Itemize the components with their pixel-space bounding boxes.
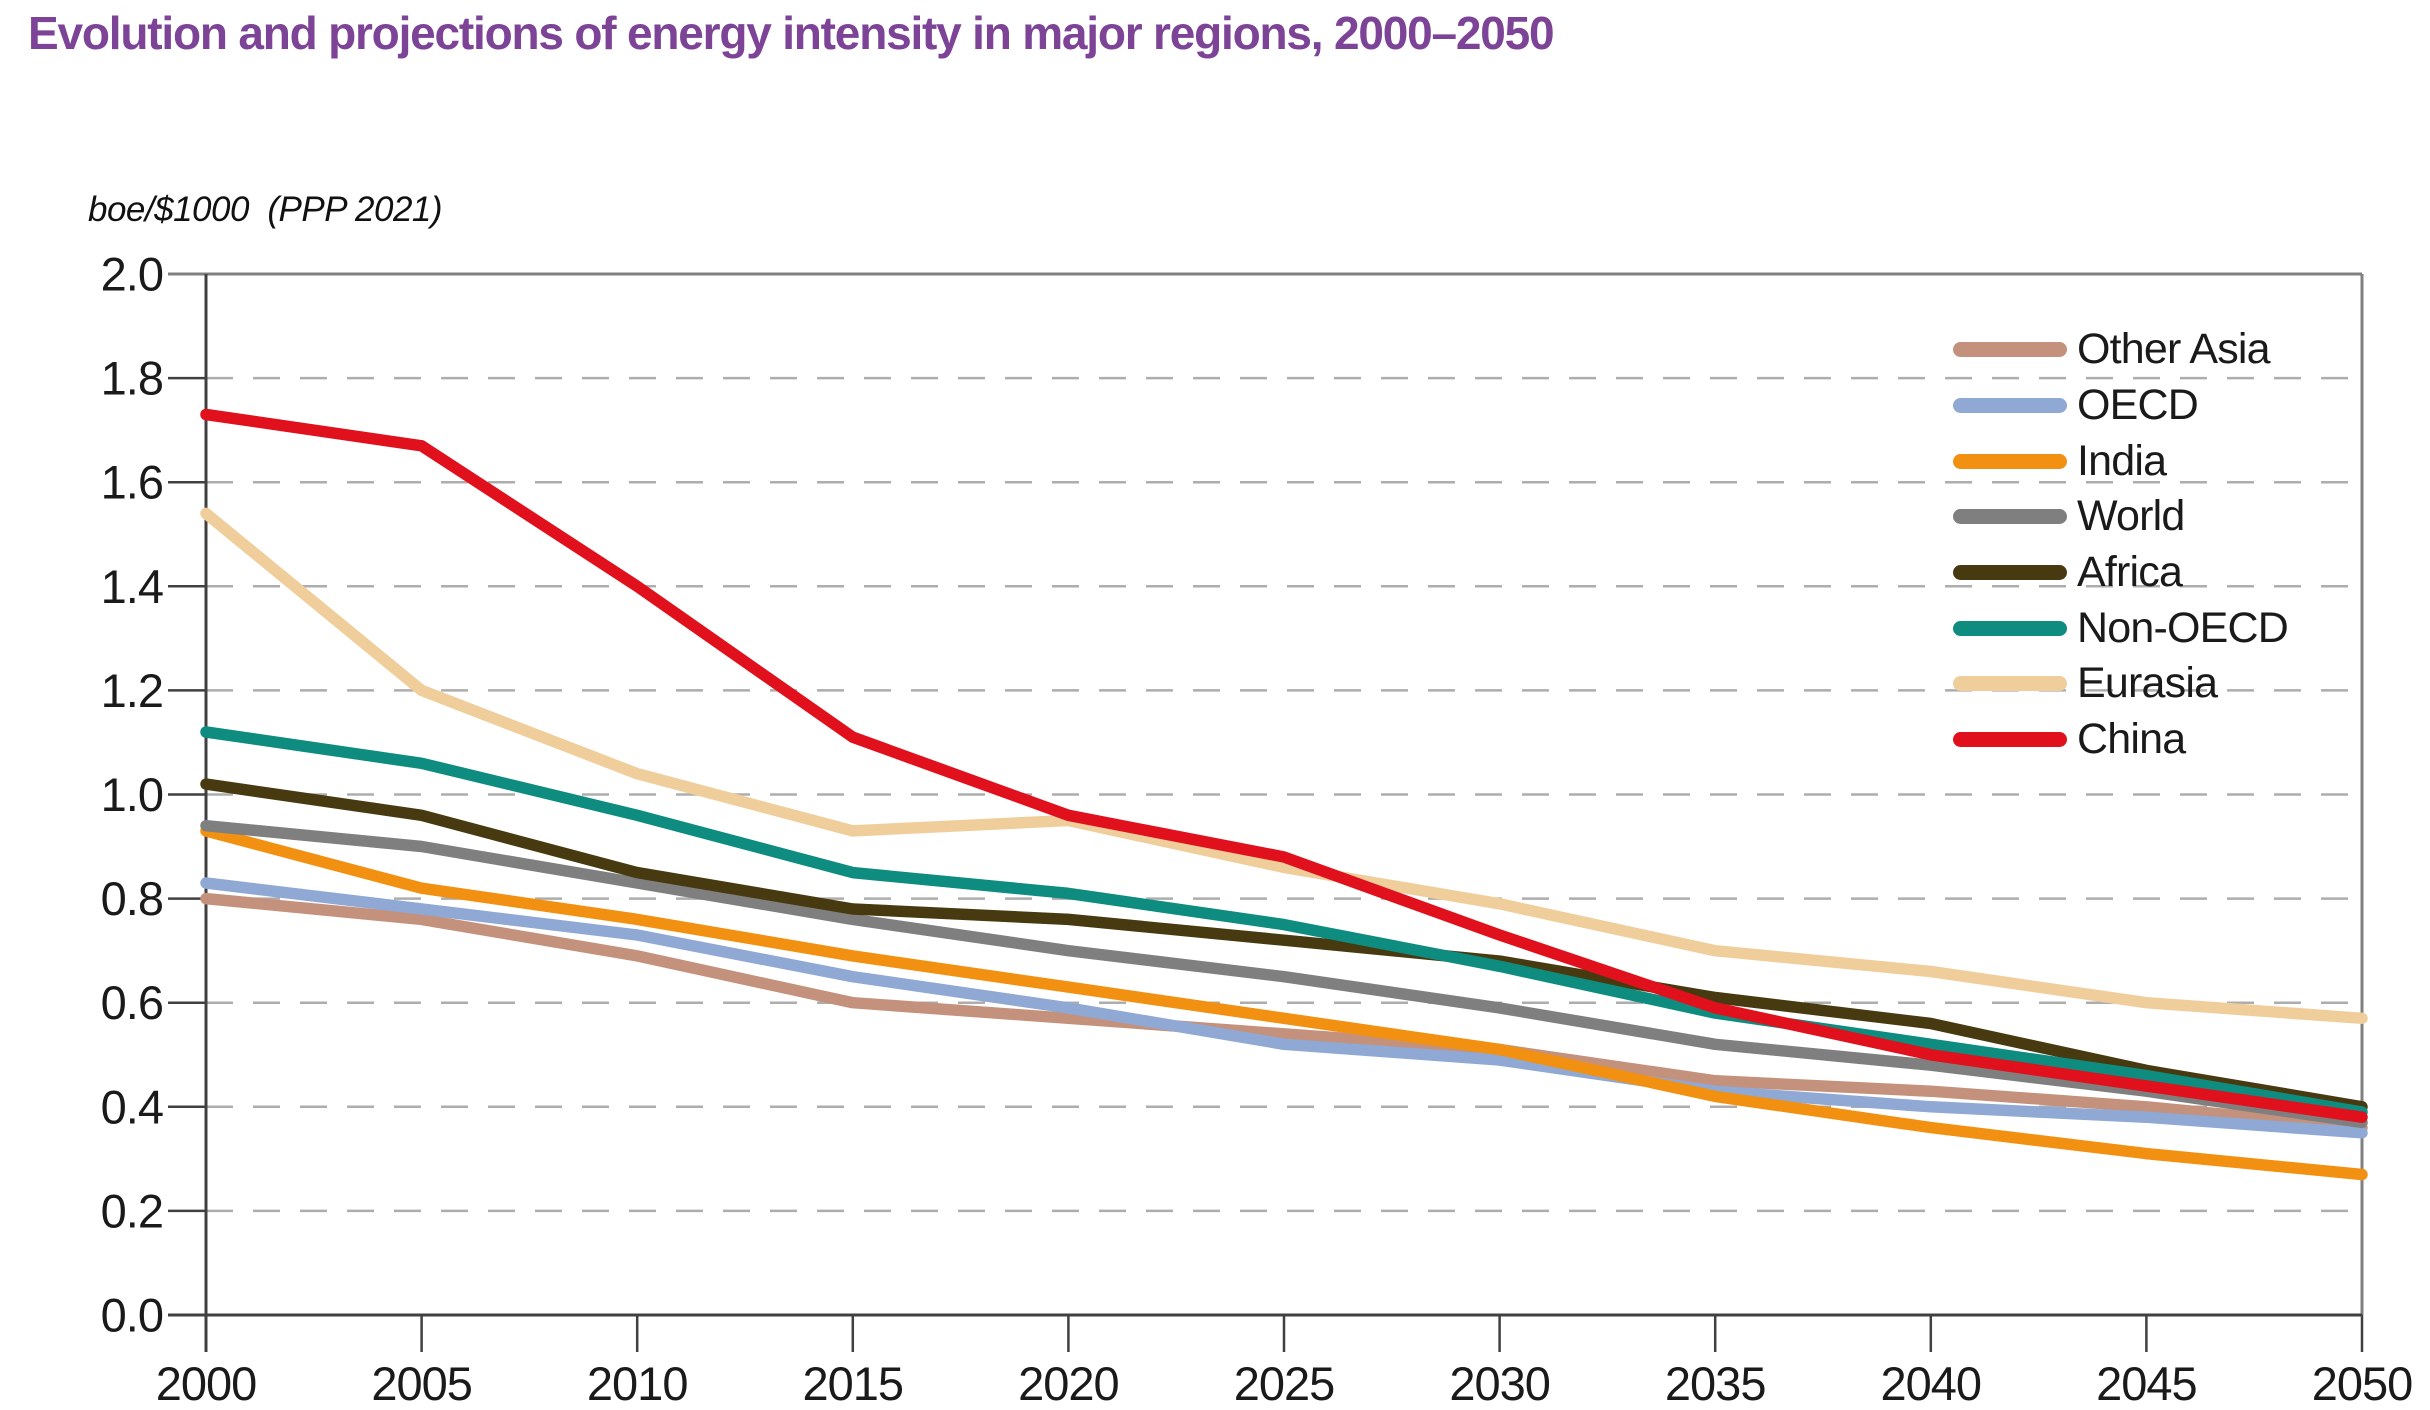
legend-label-china: China xyxy=(2077,715,2186,764)
y-tick-label: 0.0 xyxy=(101,1289,163,1342)
legend-swatch-world xyxy=(1953,509,2067,525)
legend-swatch-eurasia xyxy=(1953,676,2067,692)
legend-item-oecd: OECD xyxy=(1953,378,2288,434)
legend-label-non-oecd: Non-OECD xyxy=(2077,603,2289,652)
y-axis-unit-label: boe/$1000 (PPP 2021) xyxy=(88,190,443,229)
legend-label-india: India xyxy=(2077,436,2167,485)
series-line-oecd xyxy=(200,877,2368,1139)
legend-label-eurasia: Eurasia xyxy=(2077,659,2218,708)
series-line-world xyxy=(200,819,2368,1129)
y-tick-label: 1.8 xyxy=(101,352,163,405)
y-tick-label: 0.4 xyxy=(101,1080,163,1133)
legend-item-india: India xyxy=(1953,433,2288,489)
legend-swatch-india xyxy=(1953,453,2067,469)
legend-label-world: World xyxy=(2077,492,2185,541)
legend-label-africa: Africa xyxy=(2077,548,2183,597)
y-tick-label: 1.4 xyxy=(101,560,163,613)
series-line-africa xyxy=(200,778,2368,1113)
legend-swatch-oecd xyxy=(1953,398,2067,414)
x-tick-label: 2020 xyxy=(1018,1357,1119,1410)
legend-item-africa: Africa xyxy=(1953,545,2288,601)
y-tick-label: 1.0 xyxy=(101,768,163,821)
y-tick-label: 0.2 xyxy=(101,1184,163,1237)
x-tick-label: 2030 xyxy=(1449,1357,1550,1410)
x-tick-label: 2005 xyxy=(371,1357,472,1410)
x-tick-label: 2050 xyxy=(2312,1357,2413,1410)
x-tick-label: 2040 xyxy=(1881,1357,1982,1410)
legend-label-other-asia: Other Asia xyxy=(2077,325,2271,374)
legend-swatch-other-asia xyxy=(1953,342,2067,358)
legend-item-non-oecd: Non-OECD xyxy=(1953,600,2289,656)
series-line-other-asia xyxy=(200,892,2368,1134)
x-tick-label: 2010 xyxy=(587,1357,688,1410)
y-tick-label: 0.6 xyxy=(101,976,163,1029)
series-line-india xyxy=(200,825,2368,1181)
legend-item-world: World xyxy=(1953,489,2288,545)
series-line-china xyxy=(200,408,2368,1123)
legend-item-other-asia: Other Asia xyxy=(1953,322,2288,378)
legend-label-oecd: OECD xyxy=(2077,381,2199,430)
x-tick-label: 2025 xyxy=(1234,1357,1335,1410)
legend-swatch-china xyxy=(1953,732,2067,748)
x-tick-label: 2035 xyxy=(1665,1357,1766,1410)
legend-item-china: China xyxy=(1953,712,2288,768)
legend-swatch-africa xyxy=(1953,565,2067,581)
y-tick-label: 2.0 xyxy=(101,248,163,301)
legend-swatch-non-oecd xyxy=(1953,620,2067,636)
legend-item-eurasia: Eurasia xyxy=(1953,656,2288,712)
chart-title: Evolution and projections of energy inte… xyxy=(28,7,1555,59)
series-line-non-oecd xyxy=(200,726,2368,1118)
x-tick-label: 2015 xyxy=(803,1357,904,1410)
y-tick-label: 1.2 xyxy=(101,664,163,717)
legend: Other Asia OECD India World Africa Non-OECD Eu… xyxy=(1953,322,2289,768)
y-tick-label: 1.6 xyxy=(101,456,163,509)
x-tick-label: 2045 xyxy=(2096,1357,2197,1410)
y-tick-label: 0.8 xyxy=(101,872,163,925)
x-tick-label: 2000 xyxy=(156,1357,257,1410)
series-line-eurasia xyxy=(200,507,2368,1025)
